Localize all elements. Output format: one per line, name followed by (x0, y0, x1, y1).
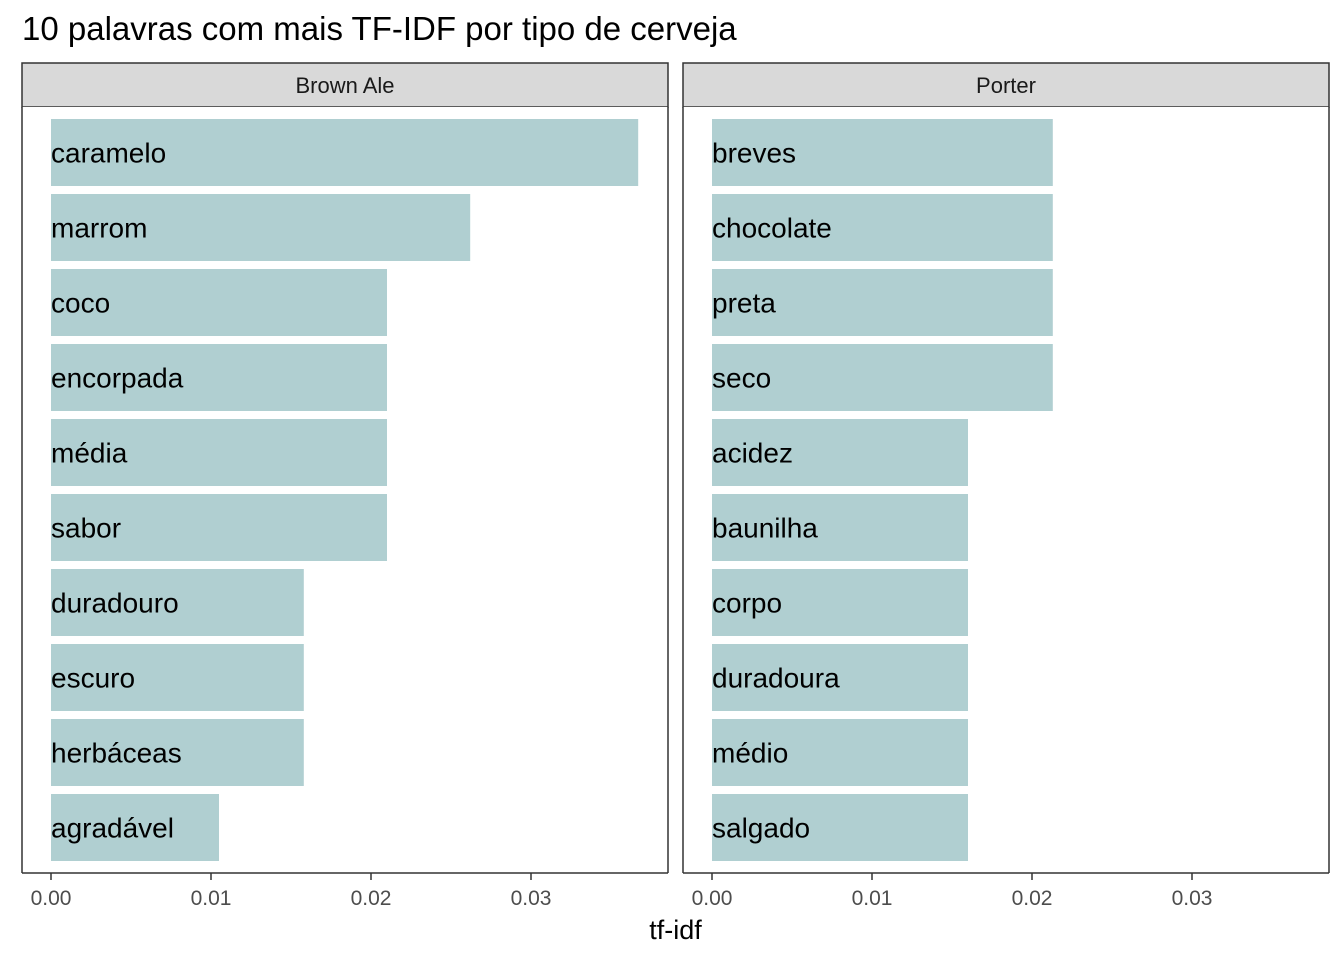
bar-porter (712, 494, 968, 561)
bar-porter (712, 419, 968, 486)
chart-title: 10 palavras com mais TF-IDF por tipo de … (22, 10, 737, 47)
bar-porter (712, 719, 968, 786)
bar-brown-ale (51, 344, 387, 411)
x-tick-label: 0.01 (852, 887, 893, 910)
bar-porter (712, 794, 968, 861)
bar-porter (712, 569, 968, 636)
bar-label-brown-ale: duradouro (51, 588, 179, 619)
bar-brown-ale (51, 569, 304, 636)
bar-brown-ale (51, 644, 304, 711)
x-tick-label: 0.03 (1172, 887, 1213, 910)
bar-brown-ale (51, 119, 639, 186)
facet-strip-porter (682, 62, 1330, 108)
facet-strip-label-porter: Porter (976, 73, 1036, 98)
bar-porter (712, 194, 1053, 261)
x-tick-label: 0.02 (351, 887, 392, 910)
bar-label-porter: acidez (712, 438, 793, 469)
x-tick-label: 0.03 (511, 887, 552, 910)
x-tick-label: 0.00 (692, 887, 733, 910)
bar-label-porter: salgado (712, 813, 810, 844)
bar-label-brown-ale: encorpada (51, 363, 184, 394)
bar-label-porter: baunilha (712, 513, 818, 544)
bar-brown-ale (51, 719, 304, 786)
x-tick-label: 0.02 (1012, 887, 1053, 910)
bar-porter (712, 644, 968, 711)
bar-porter (712, 344, 1053, 411)
bar-label-porter: preta (712, 288, 776, 319)
bar-label-porter: breves (712, 138, 796, 169)
bar-label-porter: duradoura (712, 663, 840, 694)
bar-label-porter: chocolate (712, 213, 832, 244)
bar-label-brown-ale: coco (51, 288, 110, 319)
bar-label-brown-ale: marrom (51, 213, 147, 244)
bar-brown-ale (51, 269, 387, 336)
x-tick-label: 0.01 (191, 887, 232, 910)
bar-brown-ale (51, 194, 471, 261)
bar-porter (712, 269, 1053, 336)
bar-label-brown-ale: sabor (51, 513, 121, 544)
bar-label-brown-ale: escuro (51, 663, 135, 694)
facet-strip-label-brown-ale: Brown Ale (295, 73, 394, 98)
bar-label-brown-ale: média (51, 438, 128, 469)
facet-strip-brown-ale (21, 62, 669, 108)
x-axis-title: tf-idf (649, 915, 702, 945)
bar-brown-ale (51, 794, 219, 861)
bar-label-brown-ale: herbáceas (51, 738, 182, 769)
bar-label-brown-ale: caramelo (51, 138, 166, 169)
bar-label-brown-ale: agradável (51, 813, 174, 844)
bar-label-porter: médio (712, 738, 788, 769)
bar-porter (712, 119, 1053, 186)
bar-brown-ale (51, 419, 387, 486)
bar-label-porter: corpo (712, 588, 782, 619)
x-tick-label: 0.00 (31, 887, 72, 910)
bar-brown-ale (51, 494, 387, 561)
bar-label-porter: seco (712, 363, 771, 394)
